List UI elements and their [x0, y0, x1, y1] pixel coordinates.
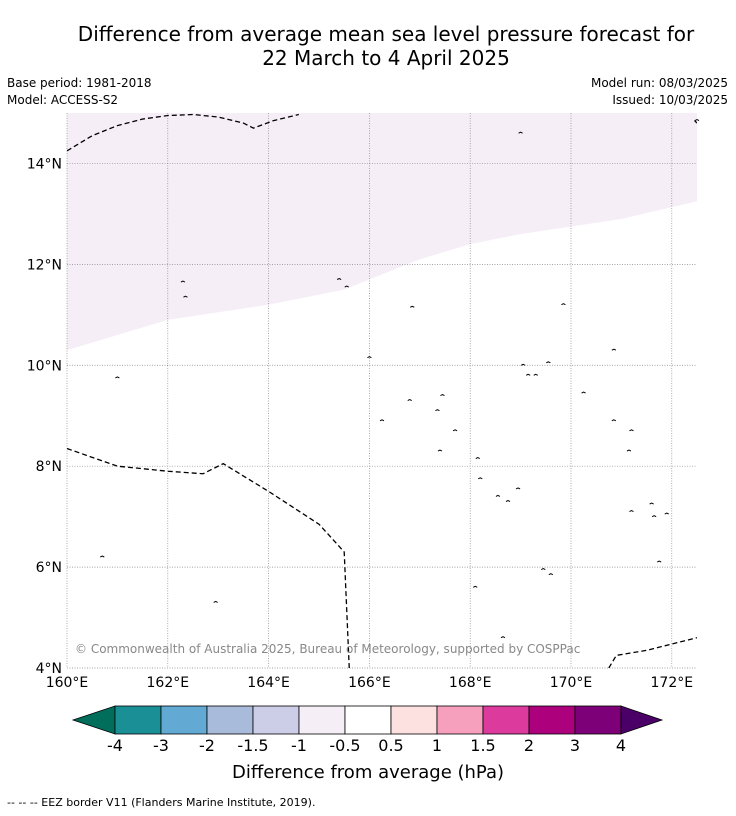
island-outline	[629, 510, 634, 513]
eez-footnote: -- -- -- EEZ border V11 (Flanders Marine…	[7, 796, 316, 809]
island-outline	[407, 399, 412, 402]
island-outline	[437, 449, 443, 452]
model-run: Model run: 08/03/2025	[590, 76, 728, 90]
island-outline	[495, 494, 501, 497]
island-outline	[435, 409, 440, 412]
island-outline	[183, 295, 188, 298]
island-outline	[505, 499, 511, 502]
island-outline	[664, 512, 669, 515]
shaded-anomaly-region	[67, 113, 697, 351]
colorbar-tick-label: 1.5	[470, 736, 495, 755]
issued-date: Issued: 10/03/2025	[612, 93, 728, 107]
lat-tick-label: 10°N	[27, 358, 62, 374]
colorbar-segment	[390, 705, 438, 735]
island-outline	[548, 573, 554, 576]
island-outline	[500, 636, 506, 639]
title-line-2: 22 March to 4 April 2025	[262, 46, 510, 70]
island-outline	[520, 363, 526, 366]
island-outline	[629, 429, 634, 432]
island-outline	[478, 477, 483, 480]
eez-border	[67, 447, 350, 668]
island-outline	[180, 280, 186, 283]
colorbar-segment	[574, 705, 622, 735]
island-outline	[379, 419, 385, 422]
colorbar-tick-label: -2	[199, 736, 215, 755]
island-outline	[367, 356, 372, 359]
island-outline	[213, 600, 218, 603]
title-line-1: Difference from average mean sea level p…	[77, 22, 695, 46]
island-outline	[344, 285, 349, 288]
island-outline	[611, 348, 617, 351]
island-outline	[561, 303, 566, 306]
colorbar-under-triangle	[71, 705, 116, 735]
island-outline	[694, 119, 700, 122]
colorbar-tick-label: 1	[432, 736, 442, 755]
model-name: Model: ACCESS-S2	[7, 93, 119, 107]
island-outline	[581, 391, 586, 394]
colorbar-segment	[528, 705, 576, 735]
island-outline	[475, 457, 480, 460]
colorbar-title: Difference from average (hPa)	[232, 762, 504, 783]
colorbar-tick-label: -0.5	[329, 736, 360, 755]
colorbar-tick-label: -1	[291, 736, 307, 755]
island-outline	[626, 449, 632, 452]
meta-left: Base period: 1981-2018 Model: ACCESS-S2	[7, 75, 152, 109]
colorbar-tick-label: 3	[570, 736, 580, 755]
colorbar-segment	[344, 705, 392, 735]
eez-border	[67, 113, 299, 152]
island-outline	[115, 376, 120, 379]
island-outline	[656, 560, 662, 563]
lat-tick-label: 8°N	[36, 459, 62, 475]
colorbar-tick-label: 2	[524, 736, 534, 755]
island-outline	[541, 568, 546, 571]
colorbar-segment	[160, 705, 208, 735]
lon-tick-label: 172°E	[651, 675, 694, 691]
island-outline	[336, 277, 342, 280]
lat-tick-label: 4°N	[36, 661, 62, 677]
colorbar-segment	[252, 705, 300, 735]
lon-tick-label: 162°E	[147, 675, 190, 691]
island-outline	[525, 373, 531, 376]
lon-tick-label: 168°E	[449, 675, 492, 691]
island-outline	[533, 373, 538, 376]
colorbar-segment	[298, 705, 346, 735]
island-outline	[651, 515, 657, 518]
colorbar-segment	[482, 705, 530, 735]
map-title: Difference from average mean sea level p…	[0, 22, 736, 70]
colorbar-segment	[114, 705, 162, 735]
island-outline	[473, 585, 478, 588]
colorbar-tick-label: -1.5	[237, 736, 268, 755]
lat-tick-label: 6°N	[36, 560, 62, 576]
eez-border	[694, 120, 697, 124]
island-outline	[515, 487, 521, 490]
island-outline	[100, 555, 105, 558]
lon-tick-label: 164°E	[247, 675, 290, 691]
island-outline	[546, 361, 551, 364]
lon-tick-label: 160°E	[46, 675, 89, 691]
copyright-notice: © Commonwealth of Australia 2025, Bureau…	[75, 642, 580, 656]
island-outline	[440, 393, 445, 396]
lon-tick-label: 166°E	[348, 675, 391, 691]
lat-tick-label: 14°N	[27, 156, 62, 172]
base-period: Base period: 1981-2018	[7, 76, 152, 90]
colorbar-tick-label: 0.5	[378, 736, 403, 755]
colorbar-segment	[436, 705, 484, 735]
colorbar-over-triangle	[620, 705, 664, 735]
island-outline	[649, 502, 654, 505]
island-outline	[611, 419, 617, 422]
eez-border	[608, 637, 697, 668]
island-outline	[518, 131, 523, 134]
island-outline	[452, 429, 458, 432]
meta-right: Model run: 08/03/2025 Issued: 10/03/2025	[591, 75, 728, 109]
colorbar-tick-label: -3	[153, 736, 169, 755]
island-outline	[410, 305, 415, 308]
lon-tick-label: 170°E	[550, 675, 593, 691]
lat-tick-label: 12°N	[27, 257, 62, 273]
colorbar-segment	[206, 705, 254, 735]
colorbar-tick-label: 4	[616, 736, 626, 755]
colorbar-tick-label: -4	[107, 736, 123, 755]
